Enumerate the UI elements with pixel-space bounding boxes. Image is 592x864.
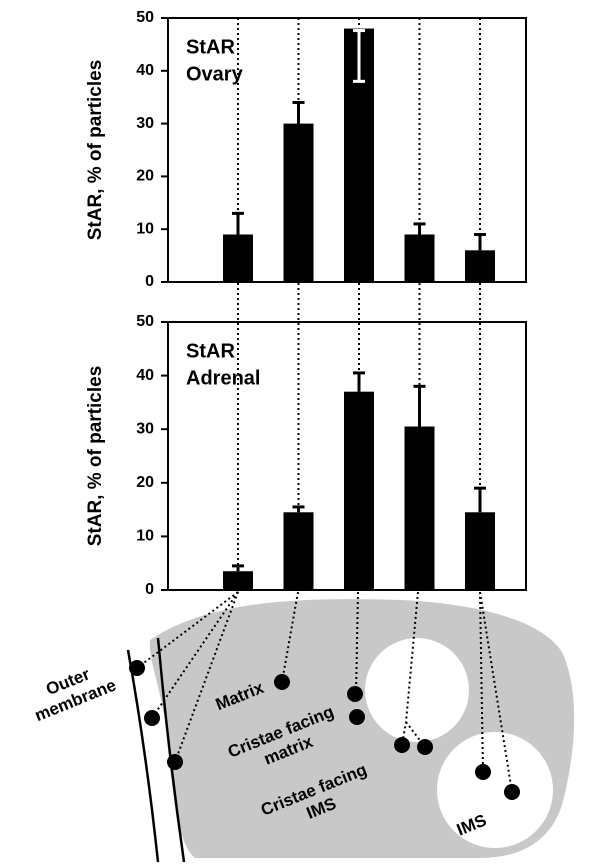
error-bar xyxy=(293,102,305,123)
bar xyxy=(344,392,374,590)
label-outer-membrane: Outer membrane xyxy=(24,657,118,725)
panel-label: StAR xyxy=(186,36,235,58)
bar xyxy=(223,571,253,590)
bar-chart: 0 10 20 30 40 50 StAR, % of particles StAR Adren… xyxy=(85,313,526,598)
panel-label: Adrenal xyxy=(186,367,260,389)
outer-membrane xyxy=(128,650,158,862)
y-tick-label: 10 xyxy=(136,528,154,545)
bar xyxy=(465,512,495,590)
panel-label: StAR xyxy=(186,340,235,362)
particle xyxy=(347,686,363,702)
y-tick-label: 50 xyxy=(136,313,154,330)
y-axis-label: StAR, % of particles xyxy=(85,366,106,547)
figure: 0 10 20 30 40 50 StAR, % of particles StAR Ovary… xyxy=(0,0,592,864)
y-tick-label: 10 xyxy=(136,220,154,237)
particle xyxy=(144,710,160,726)
error-bar xyxy=(232,566,244,571)
error-bar xyxy=(353,373,365,392)
particle xyxy=(129,660,145,676)
error-bar xyxy=(414,386,426,426)
particle xyxy=(349,709,365,725)
particle xyxy=(417,739,433,755)
bar xyxy=(405,234,435,282)
particle xyxy=(394,737,410,753)
y-tick-label: 20 xyxy=(136,474,154,491)
bar-chart: 0 10 20 30 40 50 StAR, % of particles StAR Ovary xyxy=(85,9,526,290)
bar xyxy=(405,427,435,590)
ims-space xyxy=(437,732,553,848)
crista xyxy=(365,638,469,742)
y-tick-label: 50 xyxy=(136,9,154,26)
particle xyxy=(274,674,290,690)
y-tick-label: 30 xyxy=(136,115,154,132)
y-tick-label: 20 xyxy=(136,168,154,185)
y-tick-label: 30 xyxy=(136,420,154,437)
y-tick-label: 0 xyxy=(145,581,154,598)
bar xyxy=(465,250,495,282)
error-bar xyxy=(474,234,486,250)
y-tick-label: 40 xyxy=(136,367,154,384)
particle xyxy=(475,764,491,780)
y-tick-label: 0 xyxy=(145,273,154,290)
bar xyxy=(284,512,314,590)
error-bar xyxy=(474,488,486,512)
y-axis-label: StAR, % of particles xyxy=(85,60,106,241)
error-bar xyxy=(293,507,305,512)
error-bar xyxy=(232,213,244,234)
particle xyxy=(167,754,183,770)
mitochondrion-diagram: Outer membrane Matrix Cristae facing mat… xyxy=(24,592,574,862)
error-bar xyxy=(414,224,426,235)
y-tick-label: 40 xyxy=(136,62,154,79)
particle xyxy=(504,784,520,800)
panel-label: Ovary xyxy=(186,63,244,85)
bar xyxy=(223,234,253,282)
bar xyxy=(284,124,314,282)
